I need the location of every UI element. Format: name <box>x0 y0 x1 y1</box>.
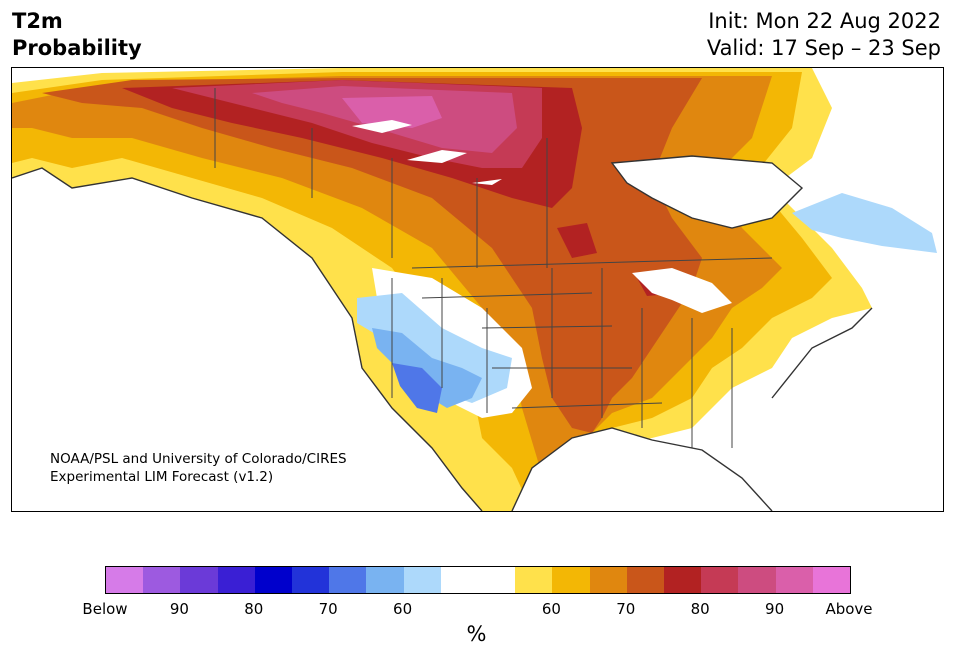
colorbar-segment <box>589 567 627 593</box>
title-line-2: Probability <box>12 36 142 60</box>
cool-sky-blue <box>372 328 482 408</box>
colorbar-tick-label: 80 <box>244 600 264 618</box>
colorbar-tick-label: 70 <box>318 600 338 618</box>
colorbar-segment <box>143 567 181 593</box>
colorbar-segment <box>515 567 553 593</box>
colorbar-segment <box>366 567 404 593</box>
great-lakes <box>632 268 732 313</box>
colorbar-segment <box>217 567 255 593</box>
colorbar-segment <box>180 567 218 593</box>
colorbar-tick-label: 60 <box>541 600 561 618</box>
colorbar <box>105 566 851 594</box>
credit-line-1: NOAA/PSL and University of Colorado/CIRE… <box>50 451 347 467</box>
cool-blue <box>392 363 442 413</box>
title-line-1: T2m <box>12 9 63 33</box>
valid-date: Valid: 17 Sep – 23 Sep <box>706 36 941 60</box>
colorbar-tick-label: 60 <box>393 600 413 618</box>
colorbar-segment <box>738 567 776 593</box>
colorbar-tick-label: 70 <box>616 600 636 618</box>
colorbar-segment <box>254 567 293 593</box>
colorbar-segment <box>329 567 367 593</box>
colorbar-segment <box>664 567 702 593</box>
colorbar-tick-label: Below <box>82 600 128 618</box>
lake-3 <box>472 179 502 185</box>
pacific-coast <box>12 168 482 511</box>
credit-line-2: Experimental LIM Forecast (v1.2) <box>50 469 274 485</box>
lakes-red <box>557 223 597 258</box>
land-light-pink <box>342 96 442 128</box>
colorbar-segment <box>106 567 144 593</box>
colorbar-segment <box>552 567 590 593</box>
lake-1 <box>352 120 412 133</box>
hudson-bay <box>612 156 802 228</box>
forecast-map <box>12 68 943 511</box>
gulf-of-mexico <box>512 428 772 511</box>
colorbar-segment <box>701 567 739 593</box>
political-borders <box>214 88 773 448</box>
colorbar-segment <box>775 567 813 593</box>
colorbar-ticks: Below 90 80 70 60 60 70 80 90 Above <box>82 600 872 620</box>
colorbar-segment <box>403 567 441 593</box>
colorbar-segment <box>626 567 665 593</box>
colorbar-label: % <box>466 622 487 646</box>
colorbar-segment <box>478 567 516 593</box>
colorbar-segment <box>292 567 330 593</box>
atlantic <box>742 308 943 511</box>
colorbar-tick-label: 90 <box>765 600 785 618</box>
colorbar-tick-label: 80 <box>690 600 710 618</box>
colorbar-tick-label: 90 <box>169 600 189 618</box>
colorbar-segment <box>812 567 851 593</box>
colorbar-segment <box>440 567 479 593</box>
init-date: Init: Mon 22 Aug 2022 <box>708 9 941 33</box>
quebec-blue <box>792 193 937 253</box>
coastline <box>12 155 873 511</box>
map-panel: NOAA/PSL and University of Colorado/CIRE… <box>11 67 944 512</box>
colorbar-tick-label: Above <box>825 600 873 618</box>
title-block: T2m Probability <box>12 8 142 62</box>
lake-2 <box>407 150 467 163</box>
date-block: Init: Mon 22 Aug 2022 Valid: 17 Sep – 23… <box>707 8 941 62</box>
credit-text: NOAA/PSL and University of Colorado/CIRE… <box>50 450 347 486</box>
